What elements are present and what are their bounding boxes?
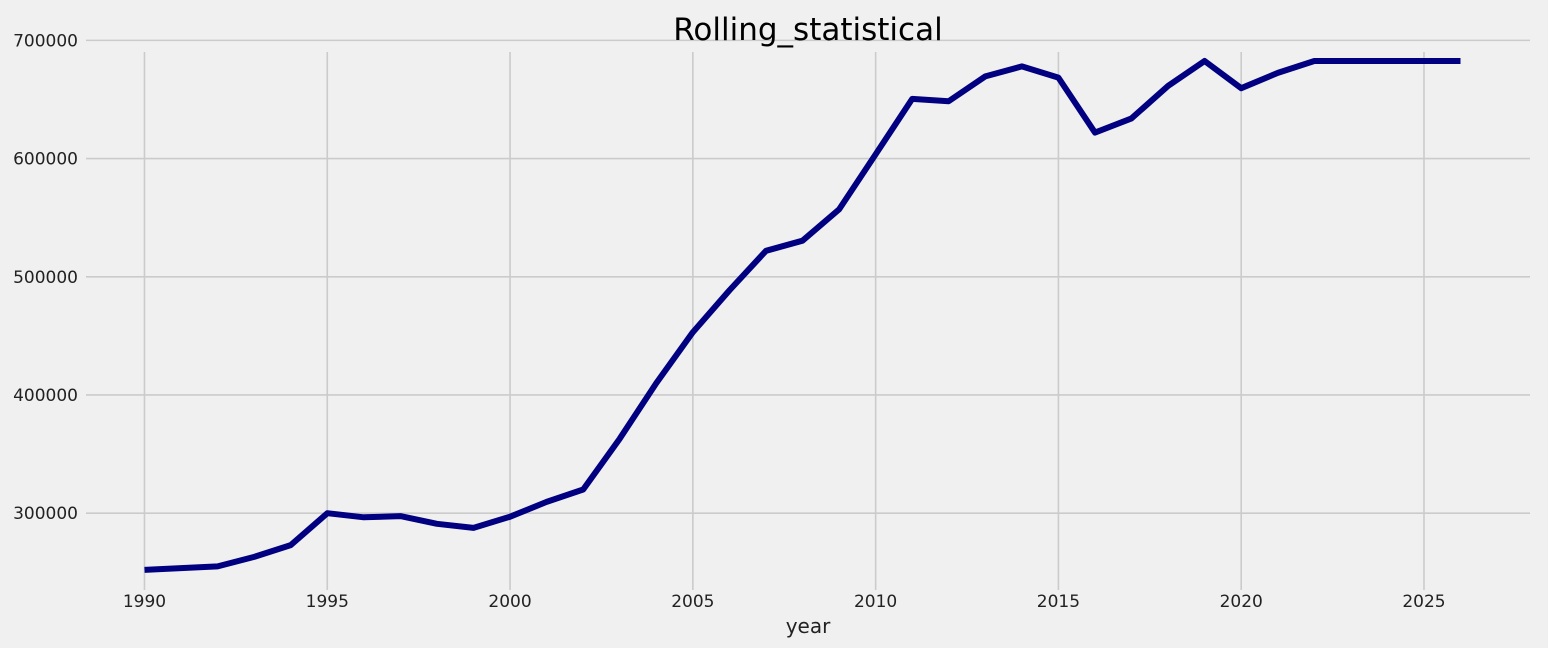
chart-title: Rolling_statistical (673, 12, 942, 48)
y-tick-label: 400000 (13, 386, 78, 406)
x-axis-label: year (786, 614, 831, 638)
series-line-0 (144, 58, 1461, 573)
x-tick-label: 1995 (306, 592, 349, 612)
x-tick-label: 2000 (488, 592, 531, 612)
y-tick-label: 600000 (13, 150, 78, 170)
y-tick-label: 700000 (13, 31, 78, 51)
x-tick-label: 2005 (671, 592, 714, 612)
x-tick-label: 2020 (1220, 592, 1263, 612)
x-tick-label: 2015 (1037, 592, 1080, 612)
x-tick-label: 2025 (1402, 592, 1445, 612)
x-tick-label: 2010 (854, 592, 897, 612)
y-tick-label: 300000 (13, 504, 78, 524)
tick-labels: 1990 1995 2000 2005 2010 2015 2020 2025 300000 40… (13, 31, 1446, 612)
x-tick-label: 1990 (123, 592, 166, 612)
y-tick-label: 500000 (13, 268, 78, 288)
grid-lines (86, 39, 1530, 590)
series-layer (144, 58, 1461, 573)
